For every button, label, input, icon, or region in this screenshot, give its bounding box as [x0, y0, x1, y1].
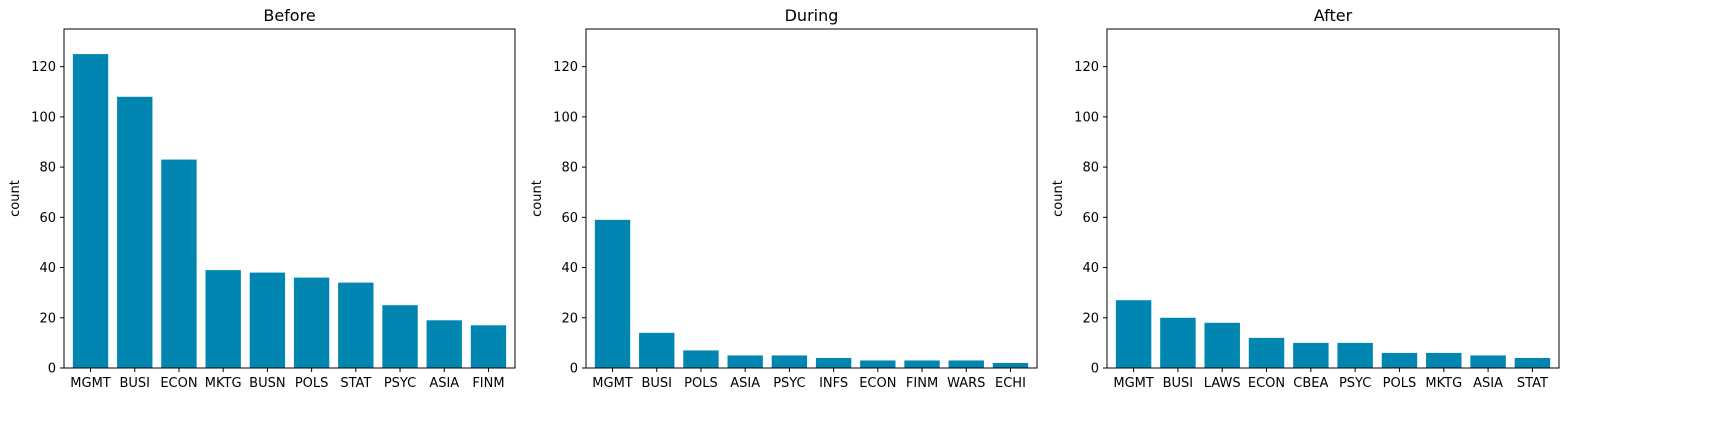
x-tick-label: POLS	[1383, 376, 1417, 391]
bar-econ	[161, 159, 197, 368]
x-tick-label: ECON	[160, 376, 197, 391]
x-tick-label: ECHI	[995, 376, 1026, 391]
x-tick-label: LAWS	[1204, 376, 1241, 391]
x-tick-label: BUSI	[641, 376, 672, 391]
y-axis-label: count	[530, 180, 545, 217]
x-tick-label: BUSI	[119, 376, 150, 391]
y-tick-label: 80	[39, 161, 56, 176]
y-tick-label: 40	[1082, 261, 1099, 276]
x-tick-label: ECON	[859, 376, 896, 391]
bar-pols	[293, 277, 330, 368]
x-tick-label: CBEA	[1293, 376, 1328, 391]
y-tick-label: 20	[39, 311, 56, 326]
plot-frame	[1106, 28, 1560, 369]
bar-asia	[1470, 355, 1506, 368]
y-tick-label: 40	[39, 261, 56, 276]
bar-mgmt	[72, 54, 109, 369]
y-tick-label: 120	[553, 60, 578, 75]
x-tick-label: MKTG	[205, 376, 242, 391]
y-tick-label: 100	[553, 110, 578, 125]
y-tick-label: 0	[570, 362, 578, 377]
bar-mktg	[1426, 352, 1462, 368]
bar-stat	[1514, 357, 1551, 368]
chart-panel-before: MGMT BUSI ECON MKTG BUSN POLS STAT PSYC ASIA FINM…	[8, 6, 516, 391]
y-tick-label: 0	[48, 362, 56, 377]
bar-busi	[639, 332, 675, 368]
bar-econ	[1248, 337, 1285, 368]
y-tick-label: 60	[561, 211, 578, 226]
x-tick-label: POLS	[295, 376, 329, 391]
bar-wars	[948, 360, 984, 368]
y-tick-label: 80	[561, 161, 578, 176]
x-tick-label: STAT	[1517, 376, 1548, 391]
y-tick-label: 20	[1082, 311, 1099, 326]
x-tick-label: MKTG	[1425, 376, 1462, 391]
y-tick-label: 20	[561, 311, 578, 326]
y-tick-label: 120	[31, 60, 56, 75]
chart-title: After	[1314, 6, 1353, 25]
bar-laws	[1204, 322, 1240, 368]
bar-econ	[860, 360, 896, 368]
y-axis-label: count	[1051, 180, 1066, 217]
bar-stat	[338, 282, 374, 368]
x-tick-label: ASIA	[730, 376, 760, 391]
bar-psyc	[1337, 342, 1373, 368]
bar-pols	[1381, 352, 1418, 368]
y-tick-label: 80	[1082, 161, 1099, 176]
bar-mgmt	[594, 219, 631, 368]
bar-finm	[470, 325, 507, 368]
bar-infs	[815, 357, 852, 368]
x-tick-label: WARS	[947, 376, 985, 391]
x-tick-label: STAT	[340, 376, 371, 391]
chart-title: During	[785, 6, 839, 25]
y-tick-label: 0	[1091, 362, 1099, 377]
chart-title: Before	[263, 6, 315, 25]
plot-frame	[63, 28, 516, 369]
x-tick-label: POLS	[684, 376, 718, 391]
plot-frame	[585, 28, 1038, 369]
x-tick-label: ASIA	[1473, 376, 1503, 391]
x-tick-label: ASIA	[429, 376, 459, 391]
x-tick-label: PSYC	[384, 376, 416, 391]
chart-panel-after: MGMT BUSI LAWS ECON CBEA PSYC POLS MKTG ASIA STAT…	[1051, 6, 1560, 391]
x-tick-label: MGMT	[1113, 376, 1154, 391]
x-tick-label: BUSN	[249, 376, 285, 391]
bar-psyc	[382, 305, 418, 368]
y-axis-label: count	[8, 180, 23, 217]
chart-panel-during: MGMT BUSI POLS ASIA PSYC INFS ECON FINM WARS ECHI…	[530, 6, 1038, 391]
y-tick-label: 40	[561, 261, 578, 276]
x-tick-label: BUSI	[1163, 376, 1194, 391]
x-tick-label: FINM	[906, 376, 938, 391]
bar-echi	[992, 362, 1029, 368]
bar-busi	[117, 96, 153, 369]
bar-finm	[904, 360, 940, 368]
x-tick-label: INFS	[819, 376, 848, 391]
bar-asia	[727, 355, 763, 368]
bar-pols	[683, 350, 719, 368]
bar-mktg	[205, 270, 241, 368]
y-tick-label: 120	[1074, 60, 1099, 75]
y-tick-label: 100	[31, 110, 56, 125]
x-tick-label: ECON	[1248, 376, 1285, 391]
y-tick-label: 100	[1074, 110, 1099, 125]
x-tick-label: PSYC	[1339, 376, 1371, 391]
x-tick-label: FINM	[472, 376, 504, 391]
bar-busn	[249, 272, 286, 368]
bar-asia	[426, 320, 462, 368]
y-tick-label: 60	[39, 211, 56, 226]
bar-busi	[1160, 317, 1196, 368]
bar-mgmt	[1115, 300, 1152, 368]
bar-psyc	[771, 355, 808, 368]
x-tick-label: MGMT	[70, 376, 111, 391]
x-tick-label: PSYC	[773, 376, 805, 391]
bar-cbea	[1293, 342, 1329, 368]
y-tick-label: 60	[1082, 211, 1099, 226]
x-tick-label: MGMT	[592, 376, 633, 391]
